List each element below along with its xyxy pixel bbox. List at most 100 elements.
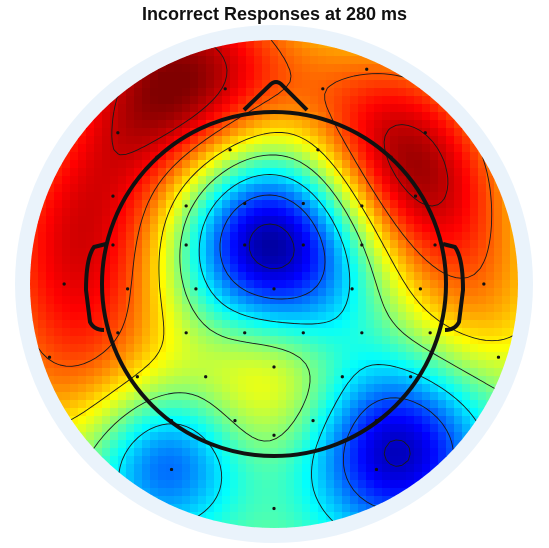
heat-cell bbox=[374, 488, 383, 497]
heat-cell bbox=[102, 168, 111, 177]
heat-cell bbox=[462, 296, 471, 305]
heat-cell bbox=[102, 384, 111, 393]
heat-cell bbox=[86, 416, 95, 425]
heat-cell bbox=[262, 416, 271, 425]
heat-cell bbox=[62, 272, 71, 281]
heat-cell bbox=[94, 336, 103, 345]
heat-cell bbox=[438, 112, 447, 121]
heat-cell bbox=[310, 496, 319, 505]
heat-cell bbox=[446, 312, 455, 321]
heat-cell bbox=[166, 304, 175, 313]
heat-cell bbox=[86, 392, 95, 401]
heat-cell bbox=[214, 96, 223, 105]
heat-cell bbox=[54, 304, 63, 313]
heat-cell bbox=[174, 56, 183, 65]
heat-cell bbox=[222, 56, 231, 65]
heat-cell bbox=[230, 80, 239, 89]
heat-cell bbox=[318, 152, 327, 161]
heat-cell bbox=[470, 200, 479, 209]
heat-cell bbox=[238, 176, 247, 185]
heat-cell bbox=[150, 464, 159, 473]
heat-cell bbox=[494, 368, 503, 377]
heat-cell bbox=[166, 72, 175, 81]
heat-cell bbox=[126, 200, 135, 209]
heat-cell bbox=[278, 360, 287, 369]
heat-cell bbox=[110, 136, 119, 145]
heat-cell bbox=[390, 168, 399, 177]
heat-cell bbox=[366, 168, 375, 177]
heat-cell bbox=[134, 408, 143, 417]
heat-cell bbox=[262, 128, 271, 137]
heat-cell bbox=[126, 216, 135, 225]
heat-cell bbox=[190, 440, 199, 449]
heat-cell bbox=[390, 424, 399, 433]
heat-cell bbox=[494, 280, 503, 289]
heat-cell bbox=[150, 200, 159, 209]
heat-cell bbox=[254, 336, 263, 345]
heat-cell bbox=[510, 296, 518, 305]
heat-cell bbox=[238, 416, 247, 425]
heat-cell bbox=[446, 288, 455, 297]
heat-cell bbox=[302, 432, 311, 441]
heat-cell bbox=[406, 368, 415, 377]
heat-cell bbox=[254, 72, 263, 81]
heat-cell bbox=[158, 440, 167, 449]
heat-cell bbox=[342, 80, 351, 89]
heat-cell bbox=[278, 208, 287, 217]
heat-cell bbox=[382, 344, 391, 353]
heat-cell bbox=[302, 120, 311, 129]
heat-cell bbox=[150, 128, 159, 137]
heat-cell bbox=[414, 256, 423, 265]
heat-cell bbox=[358, 464, 367, 473]
heat-cell bbox=[206, 376, 215, 385]
heat-cell bbox=[182, 176, 191, 185]
heat-cell bbox=[254, 392, 263, 401]
heat-cell bbox=[190, 504, 199, 513]
heat-cell bbox=[110, 144, 119, 153]
heat-cell bbox=[278, 392, 287, 401]
heat-cell bbox=[262, 424, 271, 433]
heat-cell bbox=[198, 184, 207, 193]
heat-cell bbox=[318, 184, 327, 193]
heat-cell bbox=[230, 96, 239, 105]
heat-cell bbox=[126, 336, 135, 345]
heat-cell bbox=[326, 496, 335, 505]
electrode-marker bbox=[126, 287, 130, 291]
heat-cell bbox=[270, 88, 279, 97]
heat-cell bbox=[70, 304, 79, 313]
heat-cell bbox=[214, 464, 223, 473]
heat-cell bbox=[478, 240, 487, 249]
heat-cell bbox=[342, 200, 351, 209]
heat-cell bbox=[502, 232, 511, 241]
heat-cell bbox=[190, 248, 199, 257]
heat-cell bbox=[174, 280, 183, 289]
heat-cell bbox=[358, 344, 367, 353]
heat-cell bbox=[278, 40, 287, 49]
heat-cell bbox=[422, 232, 431, 241]
heat-cell bbox=[70, 176, 79, 185]
heat-cell bbox=[478, 344, 487, 353]
heat-cell bbox=[310, 280, 319, 289]
heat-cell bbox=[222, 88, 231, 97]
heat-cell bbox=[190, 464, 199, 473]
heat-cell bbox=[270, 184, 279, 193]
heat-cell bbox=[94, 264, 103, 273]
heat-cell bbox=[318, 328, 327, 337]
heat-cell bbox=[174, 152, 183, 161]
heat-cell bbox=[142, 160, 151, 169]
heat-cell bbox=[126, 344, 135, 353]
heat-cell bbox=[382, 96, 391, 105]
heat-cell bbox=[270, 448, 279, 457]
heat-cell bbox=[326, 200, 335, 209]
heat-cell bbox=[110, 360, 119, 369]
heat-cell bbox=[206, 448, 215, 457]
heat-cell bbox=[222, 480, 231, 489]
heat-cell bbox=[462, 280, 471, 289]
heat-cell bbox=[222, 496, 231, 505]
heat-cell bbox=[110, 264, 119, 273]
heat-cell bbox=[230, 128, 239, 137]
heat-cell bbox=[398, 288, 407, 297]
heat-cell bbox=[302, 304, 311, 313]
heat-cell bbox=[70, 376, 79, 385]
heat-cell bbox=[318, 216, 327, 225]
